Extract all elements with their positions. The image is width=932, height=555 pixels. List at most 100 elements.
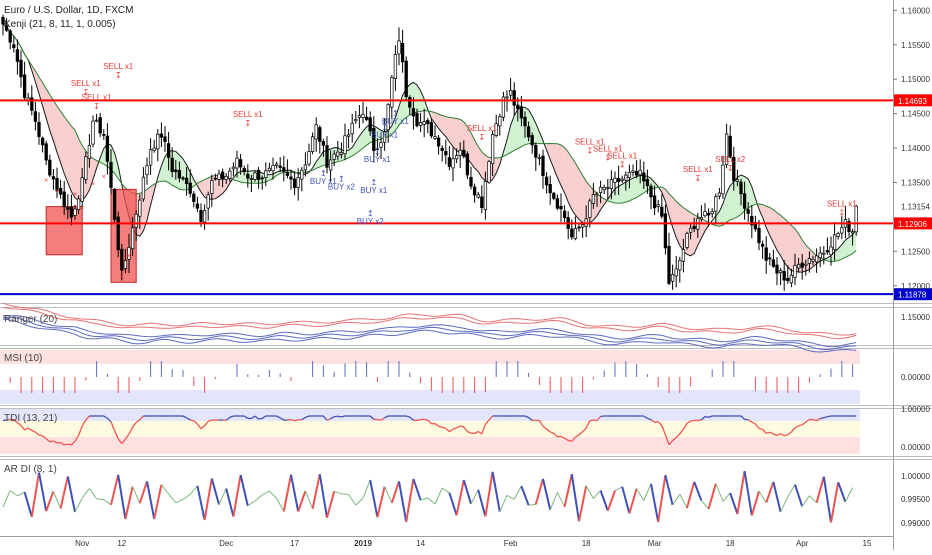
signal-arrow-12: ↥ [381, 123, 388, 132]
candle-body [769, 258, 772, 259]
candle-body [67, 208, 70, 210]
candle-body [355, 120, 358, 121]
candle-body [668, 246, 671, 283]
candle-body [693, 226, 696, 229]
tdi-segment [784, 435, 788, 436]
candle-body [488, 162, 491, 183]
ardi-tick-2: 0.99000 [901, 519, 930, 528]
candle-body [214, 178, 217, 179]
candle-body [135, 214, 138, 227]
signal-arrow-0: ↧ [115, 71, 122, 80]
x-tick-label-2: Dec [219, 539, 233, 548]
ribbon-segment [849, 235, 853, 256]
ribbon-segment [629, 178, 633, 201]
ribbon-segment [568, 152, 572, 210]
ranger-label: Ranger (20) [4, 314, 57, 325]
candle-body [38, 122, 41, 136]
y-tick-label-4: 1.14000 [901, 144, 930, 153]
signal-buy-12: BUY x1 [371, 131, 399, 140]
candle-body [139, 200, 142, 216]
y-tick-label-7: 1.12000 [901, 282, 930, 291]
ribbon-segment [806, 245, 810, 271]
candle-body [236, 158, 239, 168]
candle-body [16, 50, 19, 62]
candle-body [319, 128, 322, 142]
candle-body [509, 90, 512, 95]
candle-body [707, 213, 710, 215]
candle-body [365, 117, 368, 120]
cross-marker-5: × [102, 174, 106, 181]
tdi-segment [295, 420, 299, 421]
candle-body [275, 164, 278, 166]
ardi-label: AR DI (8, 1) [4, 464, 57, 475]
candle-body [405, 61, 408, 97]
candle-body [182, 178, 185, 179]
candle-body [315, 125, 318, 139]
candle-body [484, 181, 487, 209]
level-value-0: 1.14693 [898, 97, 927, 106]
candle-body [808, 258, 811, 263]
ribbon-segment [734, 177, 738, 219]
candle-body [715, 197, 718, 212]
cross-marker-7: × [120, 274, 124, 281]
candle-body [823, 253, 826, 254]
candle-body [635, 171, 638, 175]
ribbon-segment [241, 171, 245, 183]
candle-body [92, 121, 95, 144]
candle-body [599, 187, 602, 192]
candle-body [776, 265, 779, 273]
candle-body [171, 158, 174, 172]
signal-arrow-2: ↧ [93, 102, 100, 111]
candle-body [610, 180, 613, 189]
candle-body [254, 173, 257, 179]
candle-body [85, 157, 88, 180]
candle-body [153, 148, 156, 151]
candle-body [794, 265, 797, 277]
tdi-tick-top: 1.00000 [901, 405, 930, 414]
candle-body [646, 179, 649, 185]
candle-body [459, 150, 462, 155]
candle-body [257, 170, 260, 179]
candle-body [9, 31, 12, 42]
candle-body [200, 210, 203, 221]
candle-body [272, 165, 275, 170]
ribbon-segment [791, 225, 795, 271]
candle-body [833, 235, 836, 250]
candle-body [513, 91, 516, 106]
ribbon-segment [687, 210, 691, 256]
signal-sell-8: SELL x1 [683, 165, 713, 174]
candle-body [470, 177, 473, 186]
candle-body [164, 137, 167, 142]
candle-body [247, 174, 250, 178]
tdi-upper-zone [0, 409, 860, 421]
tdi-segment [820, 418, 824, 419]
cross-marker-0: × [44, 177, 48, 184]
ribbon-segment [75, 130, 79, 201]
tdi-lower-zone [0, 437, 860, 454]
candle-body [520, 107, 523, 118]
candle-body [131, 228, 134, 249]
signal-arrow-4: ↧ [478, 133, 485, 142]
candle-body [761, 244, 764, 246]
candle-body [99, 118, 102, 134]
candle-body [657, 205, 660, 207]
candle-body [329, 160, 332, 170]
candle-body [279, 166, 282, 168]
candle-body [686, 233, 689, 247]
candle-body [70, 207, 73, 217]
candle-body [455, 156, 458, 159]
y-tick-label-5: 1.13500 [901, 178, 930, 187]
tdi-segment [827, 416, 831, 417]
candle-body [149, 150, 152, 165]
candle-body [178, 170, 181, 178]
candle-body [117, 217, 120, 250]
last-price-label: 1.13154 [901, 202, 930, 211]
candle-body [682, 250, 685, 262]
candle-body [826, 251, 829, 253]
candle-body [542, 156, 545, 176]
candle-body [603, 187, 606, 189]
candle-body [639, 170, 642, 175]
candle-body [628, 172, 631, 177]
